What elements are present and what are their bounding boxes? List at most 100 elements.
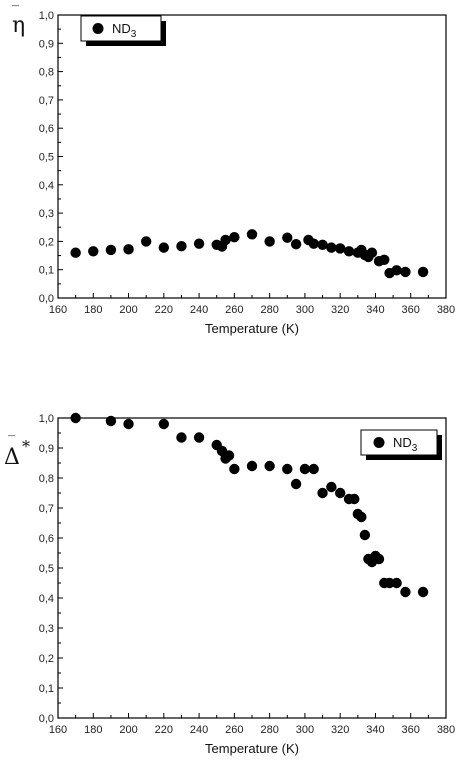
y-ticks-top: 0,0 0,1 0,2 0,3 0,4 0,5 0,6 0,7 0,8 0,9 1,0 <box>39 10 63 305</box>
y-axis-bar-bottom: ‾ <box>8 434 15 450</box>
data-point <box>359 529 371 541</box>
x-tick-label: 360 <box>402 304 420 316</box>
data-point <box>246 229 258 240</box>
data-point <box>308 238 319 249</box>
y-tick-label: 0,4 <box>39 593 54 605</box>
x-tick-label: 320 <box>331 724 349 736</box>
y-tick-label: 0,9 <box>39 443 54 455</box>
x-tick-label: 340 <box>366 724 384 736</box>
data-point <box>366 247 378 258</box>
y-tick-label: 0,5 <box>39 563 54 575</box>
data-point <box>343 246 355 257</box>
data-point <box>391 577 402 589</box>
x-tick-label: 260 <box>225 304 243 316</box>
y-tick-label: 0,7 <box>39 503 54 515</box>
y-tick-label: 0,0 <box>39 293 54 305</box>
y-tick-label: 0,8 <box>39 473 54 485</box>
data-point <box>105 415 117 427</box>
y-tick-label: 0,4 <box>39 180 54 192</box>
data-point <box>400 266 411 278</box>
data-point <box>70 412 81 424</box>
legend-label-top: ND3 <box>112 21 137 40</box>
data-point <box>290 478 302 490</box>
data-point <box>223 450 235 461</box>
x-tick-label: 280 <box>260 304 278 316</box>
y-tick-label: 0,6 <box>39 123 54 135</box>
x-axis-title-top: Temperature (K) <box>205 321 299 336</box>
data-points-bottom <box>70 412 429 598</box>
y-tick-label: 1,0 <box>39 10 54 22</box>
data-point <box>123 244 134 255</box>
y-axis-star-bottom: * <box>22 437 30 456</box>
y-tick-label: 0,1 <box>39 683 54 695</box>
x-tick-label: 360 <box>402 724 420 736</box>
x-tick-label: 240 <box>190 304 208 316</box>
data-points-top <box>70 229 429 279</box>
legend-label-bottom: ND3 <box>393 435 418 454</box>
data-point <box>334 487 346 499</box>
data-point <box>417 586 429 598</box>
data-point <box>140 236 152 247</box>
legend-bottom: ND3 <box>360 429 442 460</box>
x-tick-label: 180 <box>84 724 102 736</box>
y-axis-symbol-bottom: Δ <box>4 445 20 470</box>
data-point <box>373 553 385 565</box>
data-point <box>349 493 360 505</box>
data-point <box>379 254 390 265</box>
data-point <box>193 238 205 249</box>
data-point <box>70 247 81 258</box>
data-point <box>88 246 99 257</box>
chart-delta: 0,0 0,1 0,2 0,3 0,4 0,5 0,6 0,7 0,8 0,9 1,0 160 180… <box>4 412 455 756</box>
y-tick-label: 0,6 <box>39 533 54 545</box>
data-point <box>193 432 205 443</box>
data-point <box>246 460 258 472</box>
data-point <box>308 463 319 475</box>
x-tick-label: 300 <box>296 304 314 316</box>
data-point <box>105 244 117 256</box>
data-point <box>334 243 346 254</box>
y-tick-label: 0,9 <box>39 38 54 50</box>
x-tick-label: 320 <box>331 304 349 316</box>
x-tick-label: 220 <box>155 724 173 736</box>
data-point <box>400 586 411 598</box>
data-point <box>391 265 402 276</box>
y-axis-symbol-top: η <box>12 13 25 38</box>
x-tick-label: 160 <box>49 724 67 736</box>
data-point <box>326 481 337 493</box>
data-point <box>158 418 170 430</box>
data-point <box>220 234 231 246</box>
y-tick-label: 0,2 <box>39 236 54 248</box>
y-tick-label: 1,0 <box>39 413 54 425</box>
data-point <box>299 463 311 475</box>
x-tick-label: 180 <box>84 304 102 316</box>
y-tick-label: 0,7 <box>39 95 54 107</box>
y-tick-label: 0,8 <box>39 67 54 79</box>
y-tick-label: 0,3 <box>39 623 54 635</box>
y-tick-label: 0,5 <box>39 152 54 164</box>
y-tick-label: 0,0 <box>39 713 54 725</box>
x-ticks-bottom: 160 180 200 220 240 260 280 300 320 340 360 380 <box>49 713 455 736</box>
x-axis-title-bottom: Temperature (K) <box>205 741 299 756</box>
data-point <box>264 460 275 472</box>
y-tick-label: 0,2 <box>39 653 54 665</box>
data-point <box>317 239 328 250</box>
x-tick-label: 200 <box>119 304 137 316</box>
data-point <box>176 432 187 443</box>
x-tick-label: 200 <box>119 724 137 736</box>
x-tick-label: 260 <box>225 724 243 736</box>
legend-top: ND3 <box>80 15 166 46</box>
data-point <box>282 463 293 475</box>
legend-marker-bottom <box>373 437 385 448</box>
x-tick-label: 380 <box>437 304 455 316</box>
data-point <box>282 232 293 243</box>
data-point <box>158 242 170 253</box>
data-point <box>264 236 275 247</box>
data-point <box>123 418 134 430</box>
data-point <box>229 231 240 243</box>
x-tick-label: 160 <box>49 304 67 316</box>
data-point <box>229 463 240 475</box>
x-tick-label: 240 <box>190 724 208 736</box>
y-ticks-bottom: 0,0 0,1 0,2 0,3 0,4 0,5 0,6 0,7 0,8 0,9 1,0 <box>39 413 63 725</box>
data-point <box>417 266 429 278</box>
